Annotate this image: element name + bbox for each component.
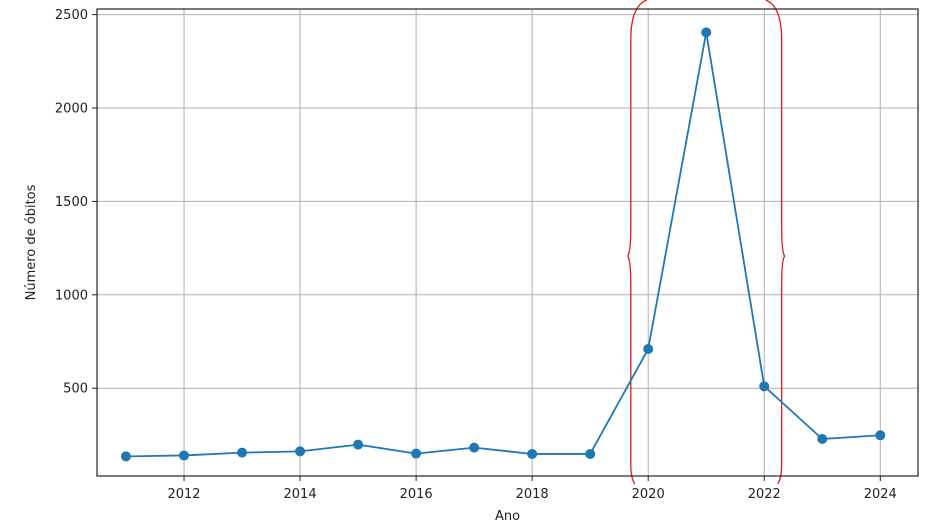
data-point	[875, 430, 886, 441]
y-tick-label: 1500	[55, 195, 88, 210]
x-tick-label: 2016	[400, 487, 433, 502]
y-tick-label: 2500	[55, 8, 88, 23]
series-line	[125, 32, 881, 458]
data-point	[643, 343, 654, 354]
y-axis-ticks: 500 1000 1500 2000 2500	[55, 8, 97, 397]
data-point	[353, 439, 364, 450]
x-tick-label: 2022	[748, 487, 781, 502]
x-axis-label: Ano	[495, 509, 520, 524]
data-point	[121, 451, 132, 462]
grid-lines	[97, 9, 918, 476]
data-series	[121, 27, 886, 462]
y-tick-label: 2000	[55, 102, 88, 117]
data-point	[817, 434, 828, 445]
data-point	[179, 450, 190, 461]
data-point	[759, 381, 770, 392]
x-tick-label: 2014	[284, 487, 317, 502]
y-axis-label: Número de óbitos	[24, 184, 39, 300]
highlight-braces	[626, 0, 786, 485]
x-tick-label: 2020	[632, 487, 665, 502]
left-curly-brace	[626, 0, 648, 485]
y-tick-label: 1000	[55, 288, 88, 303]
data-point	[585, 448, 596, 459]
data-point	[237, 447, 248, 458]
data-point	[295, 446, 306, 457]
plot-frame	[96, 8, 919, 477]
right-curly-brace	[765, 0, 786, 485]
x-tick-label: 2024	[864, 487, 897, 502]
data-point	[469, 442, 480, 453]
x-tick-label: 2018	[516, 487, 549, 502]
x-tick-label: 2012	[167, 487, 200, 502]
data-point	[411, 448, 422, 459]
data-point	[701, 27, 712, 38]
y-tick-label: 500	[63, 382, 88, 397]
data-point	[527, 448, 538, 459]
x-axis-ticks: 2012 2014 2016 2018 2020 2022 2024	[167, 476, 897, 502]
